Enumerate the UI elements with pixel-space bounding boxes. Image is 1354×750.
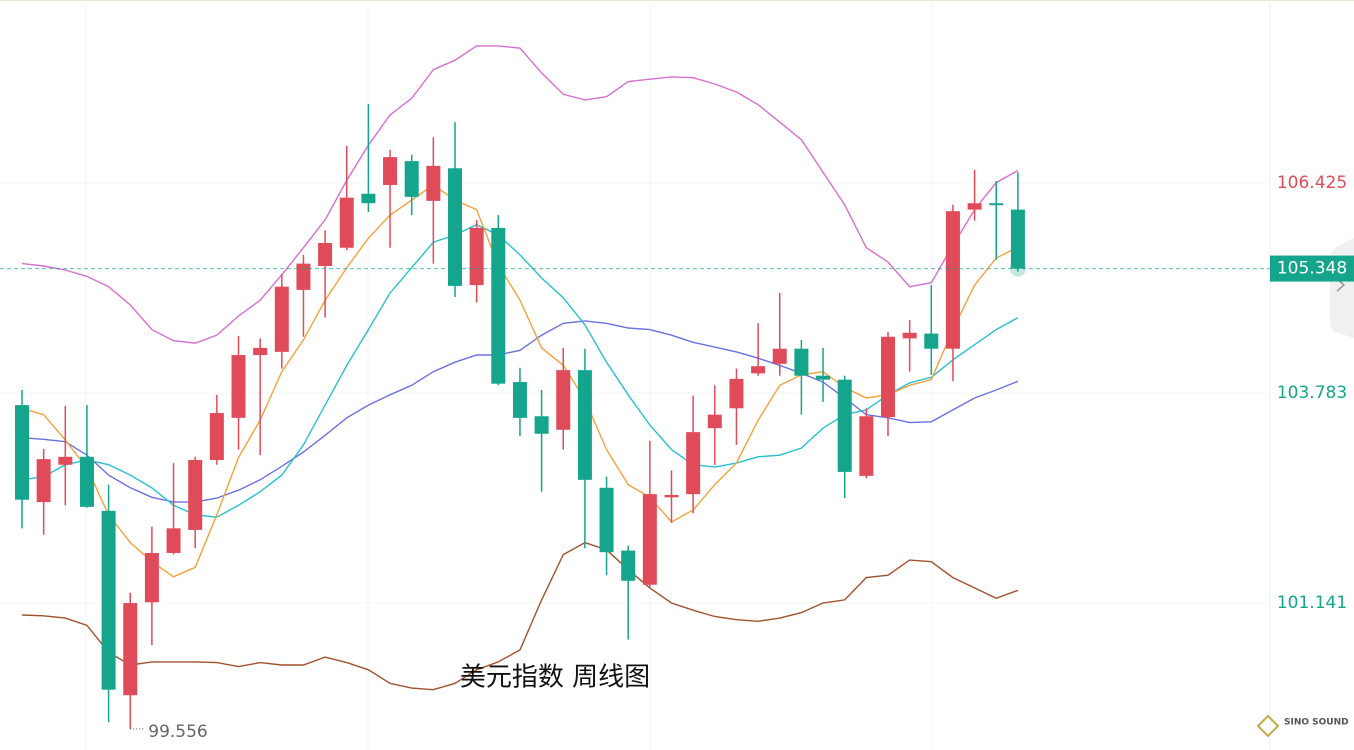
candle-body [101, 510, 116, 690]
candle-body [751, 366, 766, 374]
candle-body [166, 528, 181, 553]
candle-body [902, 332, 917, 339]
candle-body [404, 161, 419, 197]
candle-body [188, 459, 203, 530]
candle-body [383, 157, 398, 185]
side-tab[interactable] [1330, 238, 1354, 338]
candle-body [881, 336, 895, 418]
indicator-line [21, 223, 1019, 518]
candle-body [859, 416, 874, 476]
candle-body [426, 165, 441, 201]
candle-body [274, 286, 289, 352]
chart-title: 美元指数 周线图 [460, 663, 650, 693]
candle-body [794, 348, 809, 376]
logo-icon [1256, 714, 1280, 738]
candle-body [772, 348, 787, 364]
candle-body [469, 227, 484, 286]
candle-body [339, 197, 354, 248]
last-price-box [1270, 255, 1354, 282]
logo: SINO SOUND [1256, 714, 1349, 738]
candle-body [642, 494, 657, 585]
candle-body [924, 333, 939, 349]
candle-body [448, 168, 462, 286]
candle-body [599, 487, 614, 553]
candle-body [144, 552, 159, 603]
candle-body [577, 370, 592, 480]
candle-body [58, 456, 73, 465]
last-price-label: 105.348 [1277, 259, 1347, 279]
indicator-line [21, 184, 1019, 578]
candle-body [621, 550, 636, 581]
y-tick-label: 103.783 [1277, 383, 1347, 403]
candle-body [686, 432, 701, 495]
low-label: 99.556 [148, 722, 207, 742]
candle-body [209, 413, 224, 460]
candle-body [729, 378, 744, 409]
candle-body [231, 355, 246, 418]
candle-body [36, 459, 51, 503]
last-price-glow [1009, 260, 1026, 277]
candle-body [15, 405, 29, 500]
y-tick-label: 101.141 [1277, 593, 1347, 613]
candle-body [989, 203, 1004, 206]
candle-body [491, 227, 506, 384]
indicator-line [21, 45, 1019, 344]
candle-body [816, 375, 831, 380]
plot: 106.425 103.783 101.141 105.348 99.556 [0, 45, 1354, 742]
candle-body [664, 494, 679, 498]
indicator-line [21, 541, 1019, 691]
candle-body [1010, 209, 1025, 269]
candle-body [945, 211, 960, 349]
logo-text: SINO SOUND [1284, 718, 1349, 728]
candle-body [707, 414, 722, 429]
indicator-line [21, 320, 1019, 503]
candle-body [534, 416, 549, 434]
candle-body [253, 347, 268, 356]
candle-body [361, 193, 376, 204]
candle-body [79, 456, 94, 507]
candle-body [967, 203, 982, 210]
candle-body [318, 242, 333, 267]
candle-body [512, 382, 527, 418]
candle-body [123, 603, 138, 696]
y-tick-label: 106.425 [1277, 173, 1347, 193]
candle-body [296, 263, 311, 290]
candle-body [556, 370, 571, 430]
candle-body [837, 379, 852, 472]
